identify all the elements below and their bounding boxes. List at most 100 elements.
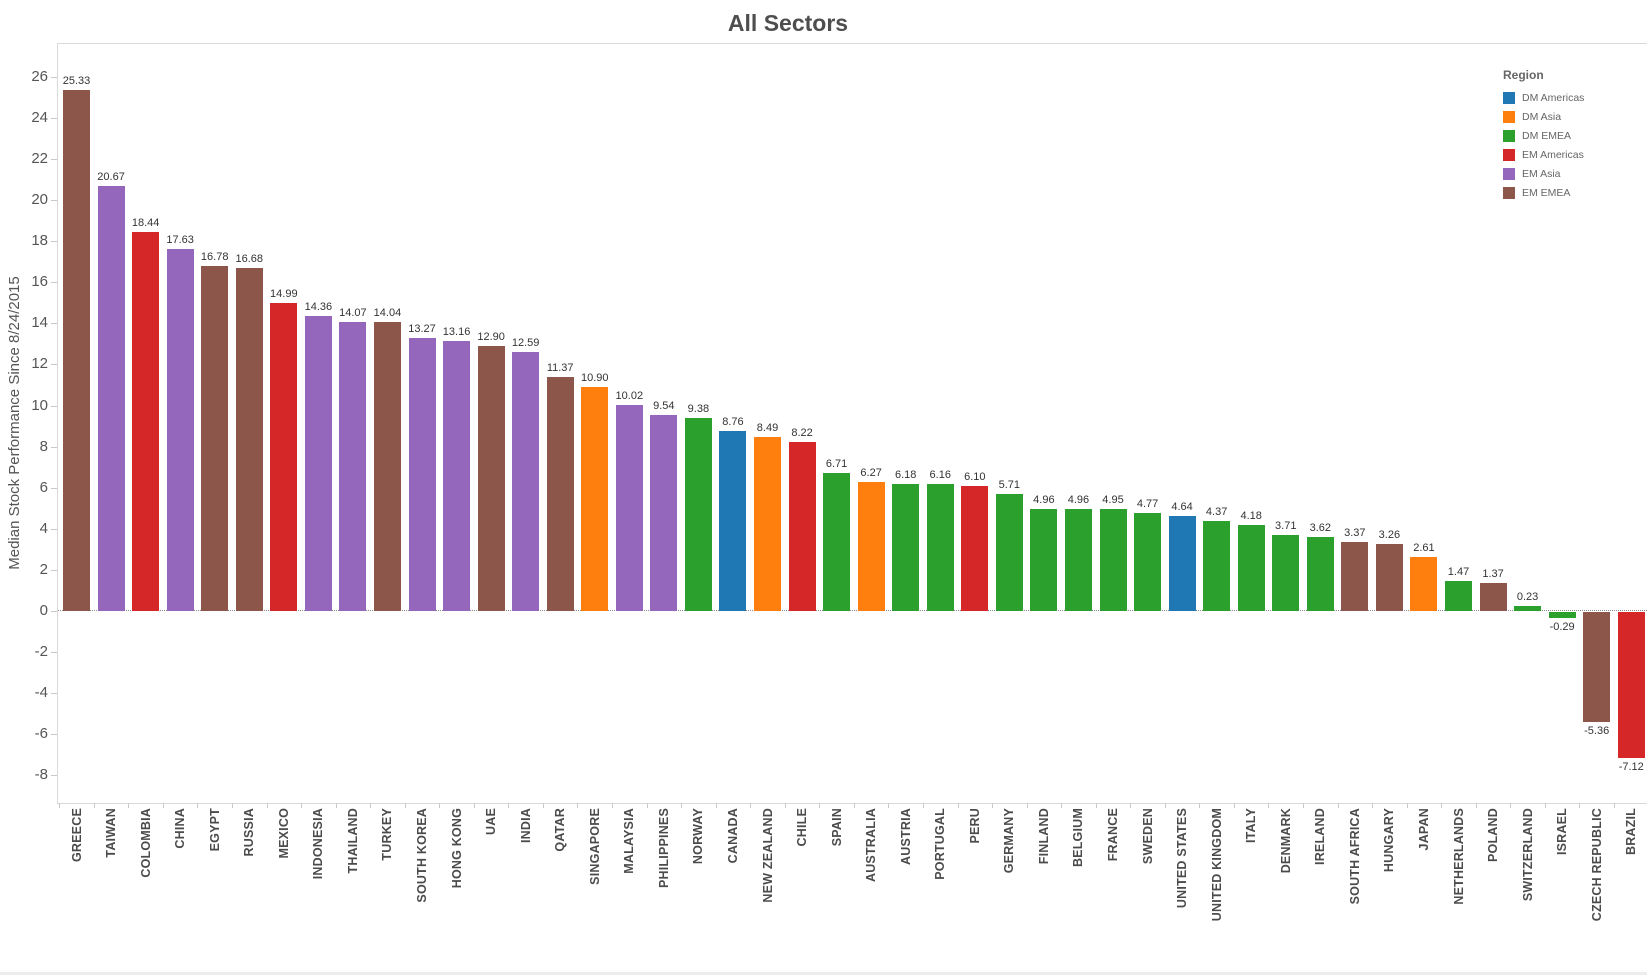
x-axis-tick [646, 803, 648, 808]
legend-item[interactable]: EM EMEA [1503, 183, 1584, 202]
x-axis-label: GERMANY [1002, 808, 1017, 874]
bar-value-label: 6.27 [860, 467, 882, 480]
bar[interactable] [1617, 612, 1645, 759]
bar[interactable] [1410, 557, 1438, 611]
legend-item[interactable]: EM Americas [1503, 145, 1584, 164]
bar[interactable] [1583, 612, 1611, 723]
x-axis-label: JAPAN [1416, 808, 1431, 851]
bar[interactable] [443, 340, 471, 611]
bar[interactable] [1306, 536, 1334, 611]
y-axis-tick [51, 569, 57, 571]
x-axis-label: UNITED STATES [1175, 808, 1190, 909]
x-axis-tick [1475, 803, 1477, 808]
bar[interactable] [1341, 541, 1369, 611]
bar[interactable] [339, 321, 367, 611]
bar[interactable] [857, 482, 885, 611]
bar-value-label: 17.63 [166, 233, 194, 246]
bar[interactable] [63, 90, 90, 611]
bar[interactable] [995, 493, 1023, 611]
zero-baseline [58, 610, 1647, 611]
bar[interactable] [788, 442, 816, 611]
bar-value-label: 3.26 [1378, 529, 1401, 541]
bar-value-label: 1.37 [1482, 567, 1504, 580]
bar-value-label: 13.27 [408, 323, 436, 336]
y-axis-tick-label: -4 [34, 684, 48, 702]
y-axis-tick-label: 22 [31, 149, 48, 167]
x-axis-label: NEW ZEALAND [760, 808, 775, 903]
bar[interactable] [166, 248, 194, 611]
plot-border-left [57, 43, 58, 803]
x-axis-tick [1579, 803, 1581, 808]
x-axis-label: AUSTRIA [898, 808, 913, 865]
bar-value-label: 4.77 [1136, 497, 1159, 510]
bar[interactable] [201, 266, 229, 611]
bar[interactable] [97, 186, 125, 611]
bar[interactable] [1514, 606, 1542, 611]
bar[interactable] [1375, 544, 1403, 611]
legend-item-label: EM Asia [1522, 167, 1561, 180]
bar-value-label: 16.68 [235, 253, 264, 266]
bar[interactable] [373, 322, 401, 611]
bar[interactable] [1237, 525, 1265, 611]
bar[interactable] [650, 414, 678, 611]
bar[interactable] [1203, 521, 1231, 611]
bar-value-label: 6.10 [964, 470, 986, 483]
legend-item[interactable]: DM EMEA [1503, 126, 1584, 145]
bar[interactable] [1064, 509, 1092, 611]
x-axis-label: SOUTH KOREA [415, 808, 429, 903]
x-axis-label: PERU [967, 808, 982, 844]
bar[interactable] [823, 473, 851, 611]
bar[interactable] [1168, 515, 1196, 611]
legend-item[interactable]: DM Asia [1503, 107, 1584, 126]
bar[interactable] [926, 484, 954, 611]
x-axis-tick [819, 803, 821, 808]
legend: Region DM Americas DM Asia DM EMEA EM Ameri… [1503, 68, 1584, 202]
bar[interactable] [581, 387, 609, 611]
x-axis-label: QATAR [553, 808, 568, 852]
legend-color-swatch [1503, 186, 1515, 199]
x-axis-tick [542, 803, 544, 808]
bar[interactable] [477, 345, 505, 611]
bar[interactable] [719, 430, 747, 611]
y-axis-tick-label: -6 [34, 725, 48, 743]
bar[interactable] [1479, 582, 1507, 611]
bar[interactable] [408, 338, 436, 611]
legend-color-swatch [1503, 148, 1515, 161]
bar[interactable] [1134, 512, 1162, 611]
bar[interactable] [754, 436, 781, 611]
x-axis-label: ITALY [1244, 808, 1259, 844]
x-axis-label: RUSSIA [242, 808, 257, 857]
x-axis-tick [681, 803, 683, 808]
y-axis-tick [51, 323, 57, 325]
x-axis-tick [1544, 803, 1546, 808]
y-axis-tick [51, 76, 57, 78]
bar[interactable] [615, 405, 643, 611]
bar[interactable] [1445, 580, 1472, 611]
bar-value-label: 14.36 [304, 300, 333, 313]
legend-item[interactable]: EM Asia [1503, 164, 1584, 183]
bar[interactable] [1030, 509, 1058, 611]
x-axis-label: SWEDEN [1140, 808, 1155, 865]
x-axis-tick [784, 803, 786, 808]
x-axis-tick [301, 803, 303, 808]
bar[interactable] [270, 302, 298, 611]
legend-item[interactable]: DM Americas [1503, 88, 1584, 107]
y-axis-tick-label: 16 [31, 273, 48, 291]
bar[interactable] [1548, 612, 1576, 618]
bar[interactable] [546, 377, 574, 611]
bar[interactable] [961, 485, 989, 611]
bar-value-label: 3.71 [1275, 519, 1297, 532]
y-axis-tick [51, 446, 57, 448]
bar[interactable] [512, 352, 540, 611]
bar[interactable] [304, 315, 332, 611]
bar[interactable] [1272, 534, 1300, 611]
y-axis-tick [51, 158, 57, 160]
bar[interactable] [1099, 509, 1127, 611]
bar-value-label: 4.37 [1205, 506, 1228, 519]
x-axis-label: CZECH REPUBLIC [1589, 808, 1604, 922]
bar[interactable] [892, 484, 920, 611]
x-axis-tick [1061, 803, 1063, 808]
bar[interactable] [235, 268, 263, 611]
bar[interactable] [684, 418, 712, 611]
bar[interactable] [132, 232, 160, 611]
